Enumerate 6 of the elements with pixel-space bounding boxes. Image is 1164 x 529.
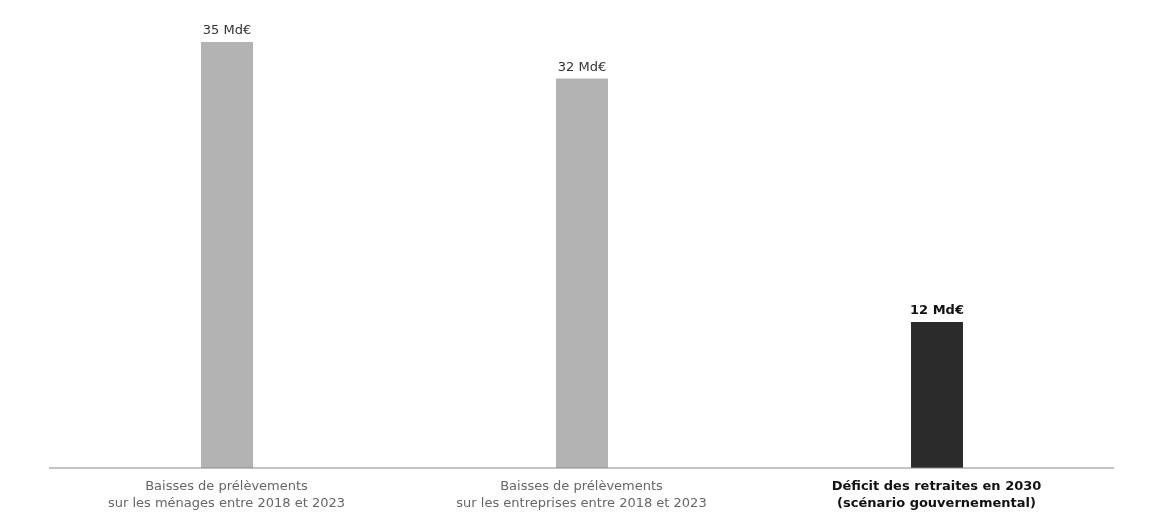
data-label: 35 Md€ <box>202 22 252 37</box>
data-label: 12 Md€ <box>910 301 964 317</box>
x-tick-label: Baisses de prélèvements sur les entreprises entre 2018 et 2023 <box>456 478 707 510</box>
x-tick-label: Baisses de prélèvements sur les ménages entre 2018 et 2023 <box>107 478 346 510</box>
x-tick-label: Déficit des retraites en 2030 (scénario gouvernemental) <box>831 478 1042 510</box>
data-label: 32 Md€ <box>557 58 607 74</box>
